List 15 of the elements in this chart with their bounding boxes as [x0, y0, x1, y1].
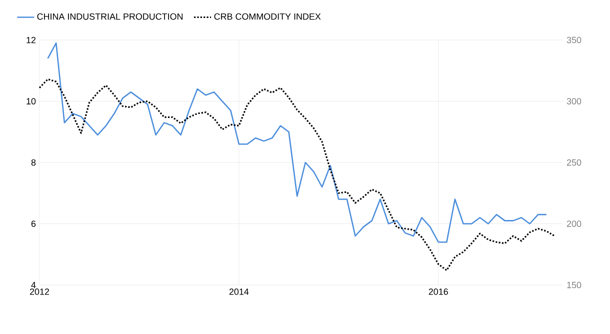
y2-tick-label: 200: [566, 220, 582, 227]
x-tick-label: 2014: [229, 288, 249, 295]
x-tick-label: 2012: [30, 288, 50, 295]
y-tick-label: 10: [26, 98, 36, 104]
y-tick-label: 6: [31, 220, 36, 227]
y-tick-label: 12: [26, 36, 36, 44]
y-tick-label: 4: [31, 282, 36, 288]
y-tick-label: 8: [31, 159, 36, 166]
y2-tick-label: 300: [566, 98, 582, 104]
x-tick-label: 2016: [428, 288, 448, 295]
y2-tick-label: 250: [566, 159, 582, 166]
legend-label: CHINA INDUSTRIAL PRODUCTION: [37, 13, 183, 20]
legend-label: CRB COMMODITY INDEX: [214, 13, 321, 20]
y2-tick-label: 150: [567, 282, 582, 288]
y2-tick-label: 350: [566, 36, 582, 44]
